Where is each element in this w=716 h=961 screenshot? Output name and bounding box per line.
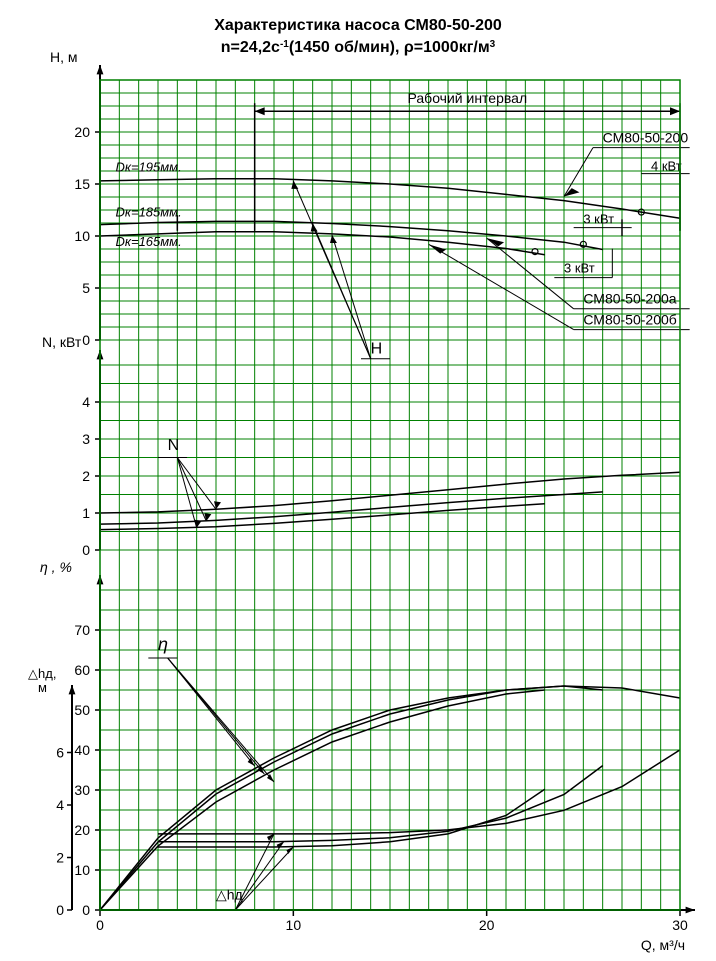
label-h-letter: H	[371, 341, 383, 358]
svg-text:0: 0	[82, 542, 90, 558]
svg-text:30: 30	[672, 917, 688, 933]
label-dk195: Dк=195мм.	[115, 160, 181, 175]
svg-text:3: 3	[82, 431, 90, 447]
x-axis-label: Q, м³/ч	[641, 937, 685, 953]
label-cm200a: СМ80-50-200а	[583, 291, 676, 307]
svg-text:30: 30	[74, 782, 90, 798]
svg-text:70: 70	[74, 622, 90, 638]
label-eta-letter: η	[158, 634, 168, 654]
svg-text:0: 0	[56, 902, 64, 918]
n-axis-label: N, кВт	[42, 334, 82, 350]
svg-text:60: 60	[74, 662, 90, 678]
pump-characteristic-chart: Характеристика насоса СМ80-50-200 n=24,2c…	[0, 0, 716, 961]
label-3kw-b: 3 кВт	[564, 260, 595, 275]
svg-text:0: 0	[82, 902, 90, 918]
label-dk165: Dк=165мм.	[115, 234, 181, 249]
svg-text:2: 2	[56, 850, 64, 866]
svg-text:0: 0	[82, 332, 90, 348]
label-cm200: СМ80-50-200	[603, 129, 689, 145]
label-n-letter: N	[168, 437, 180, 454]
svg-text:10: 10	[286, 917, 302, 933]
label-dk185: Dк=185мм.	[115, 204, 181, 219]
svg-text:4: 4	[82, 394, 90, 410]
svg-text:4: 4	[56, 797, 64, 813]
label-4kw: 4 кВт	[651, 158, 682, 173]
working-interval-label: Рабочий интервал	[408, 90, 528, 106]
svg-text:50: 50	[74, 702, 90, 718]
svg-text:40: 40	[74, 742, 90, 758]
svg-text:Характеристика насоса СМ80-50-: Характеристика насоса СМ80-50-200	[214, 17, 502, 34]
svg-text:5: 5	[82, 280, 90, 296]
label-dh-letter: △hд	[216, 887, 243, 903]
svg-text:20: 20	[74, 124, 90, 140]
svg-text:20: 20	[74, 822, 90, 838]
svg-text:10: 10	[74, 228, 90, 244]
svg-text:15: 15	[74, 176, 90, 192]
svg-text:0: 0	[96, 917, 104, 933]
svg-text:м: м	[38, 680, 47, 695]
label-cm200b: СМ80-50-200б	[583, 311, 676, 327]
svg-text:20: 20	[479, 917, 495, 933]
dh-axis-label: △hд,	[28, 666, 56, 681]
label-3kw-a: 3 кВт	[583, 212, 614, 227]
svg-text:2: 2	[82, 468, 90, 484]
eta-axis-label: η , %	[40, 559, 72, 575]
svg-text:10: 10	[74, 862, 90, 878]
svg-text:6: 6	[56, 745, 64, 761]
svg-text:1: 1	[82, 505, 90, 521]
svg-text:n=24,2c-1(1450 об/мин), ρ=1000: n=24,2c-1(1450 об/мин), ρ=1000кг/м3	[221, 39, 496, 57]
h-axis-label: H, м	[50, 49, 78, 65]
